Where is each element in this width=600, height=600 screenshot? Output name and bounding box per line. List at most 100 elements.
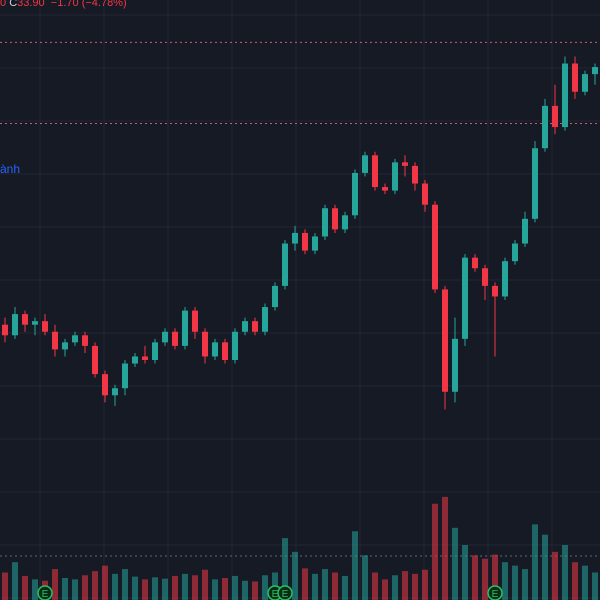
candle-body (372, 155, 378, 188)
candle-body (292, 232, 298, 244)
volume-bar (522, 569, 528, 600)
volume-bar (432, 503, 438, 600)
earnings-marker-label: E (272, 589, 279, 600)
volume-bar (52, 569, 58, 600)
volume-bar (132, 576, 138, 600)
candle-body (62, 342, 68, 350)
volume-bar (102, 565, 108, 600)
candle-body (212, 342, 218, 357)
volume-bar (362, 555, 368, 600)
candle-body (532, 148, 538, 219)
volume-bar (382, 579, 388, 600)
volume-bar (242, 580, 248, 600)
candle-body (552, 105, 558, 128)
candle-body (542, 105, 548, 149)
candle-body (322, 208, 328, 237)
candle-body (332, 208, 338, 230)
earnings-marker-icon[interactable]: E (487, 585, 503, 600)
candle-body (562, 63, 568, 128)
candle-body (162, 331, 168, 343)
earnings-marker-circle (487, 585, 503, 600)
candle-body (362, 155, 368, 173)
volume-bar (282, 538, 288, 600)
volume-bar (212, 579, 218, 600)
candle-body (272, 285, 278, 308)
volume-bar (232, 575, 238, 600)
volume-bar (312, 573, 318, 600)
reference-lines (0, 41, 600, 557)
volume-bar (222, 578, 228, 600)
earnings-marker-circle (277, 585, 293, 600)
volume-bar (582, 565, 588, 600)
candle-body (382, 187, 388, 191)
candle-body (282, 243, 288, 286)
volume-bar (572, 562, 578, 600)
volume-bar (332, 572, 338, 600)
volume-bar (552, 551, 558, 600)
candle-body (192, 310, 198, 332)
volume-bar (2, 572, 8, 600)
volume-bar (152, 577, 158, 600)
volume-bar (482, 558, 488, 600)
candle-body (12, 314, 18, 336)
volume-bar (532, 524, 538, 600)
candle-body (2, 324, 8, 336)
volume-bar (262, 575, 268, 600)
volume-bar (372, 572, 378, 600)
candle-body (122, 363, 128, 389)
candle-body (82, 335, 88, 346)
candle-body (142, 356, 148, 360)
candle-body (232, 331, 238, 360)
candle-body (202, 331, 208, 357)
volume-bar (452, 527, 458, 600)
candle-body (442, 289, 448, 392)
volume-bar (462, 545, 468, 600)
candle-body (502, 261, 508, 297)
volume-bar (22, 575, 28, 600)
earnings-marker-icon[interactable]: E (277, 585, 293, 600)
earnings-marker-label: E (282, 589, 289, 600)
candle-body (312, 236, 318, 251)
close-label: C (9, 0, 18, 9)
volume-bar (412, 573, 418, 600)
volume-bar (442, 496, 448, 600)
candle-body (242, 321, 248, 332)
volume-bar (122, 569, 128, 600)
candle-body (102, 374, 108, 396)
earnings-marker-icon[interactable]: E (37, 585, 53, 600)
ohlc-prefix: 0 (0, 0, 7, 9)
candle-body (252, 321, 258, 332)
candlesticks (2, 56, 598, 410)
candle-body (222, 342, 228, 360)
candle-body (262, 307, 268, 332)
volume-bar (392, 575, 398, 600)
price-change: −1.70 (50, 0, 79, 9)
candle-body (572, 63, 578, 92)
candle-body (582, 74, 588, 92)
candle-body (352, 172, 358, 216)
volume-bar (202, 569, 208, 600)
volume-bar (112, 573, 118, 600)
candle-body (462, 257, 468, 339)
candle-body (32, 321, 38, 325)
volume-bar (192, 575, 198, 600)
volume-bar (562, 545, 568, 600)
close-value: 33.90 (17, 0, 45, 9)
volume-bar (252, 581, 258, 600)
volume-bar (162, 578, 168, 600)
earnings-marker-circle (37, 585, 53, 600)
volume-bar (352, 531, 358, 600)
candle-body (302, 232, 308, 251)
volume-bar (342, 575, 348, 600)
indicator-label[interactable]: ành (0, 162, 21, 176)
earnings-marker-label: E (42, 589, 49, 600)
volume-bar (402, 571, 408, 600)
volume-bar (182, 573, 188, 600)
candle-body (592, 67, 598, 75)
volume-bar (502, 562, 508, 600)
volume-bar (512, 565, 518, 600)
